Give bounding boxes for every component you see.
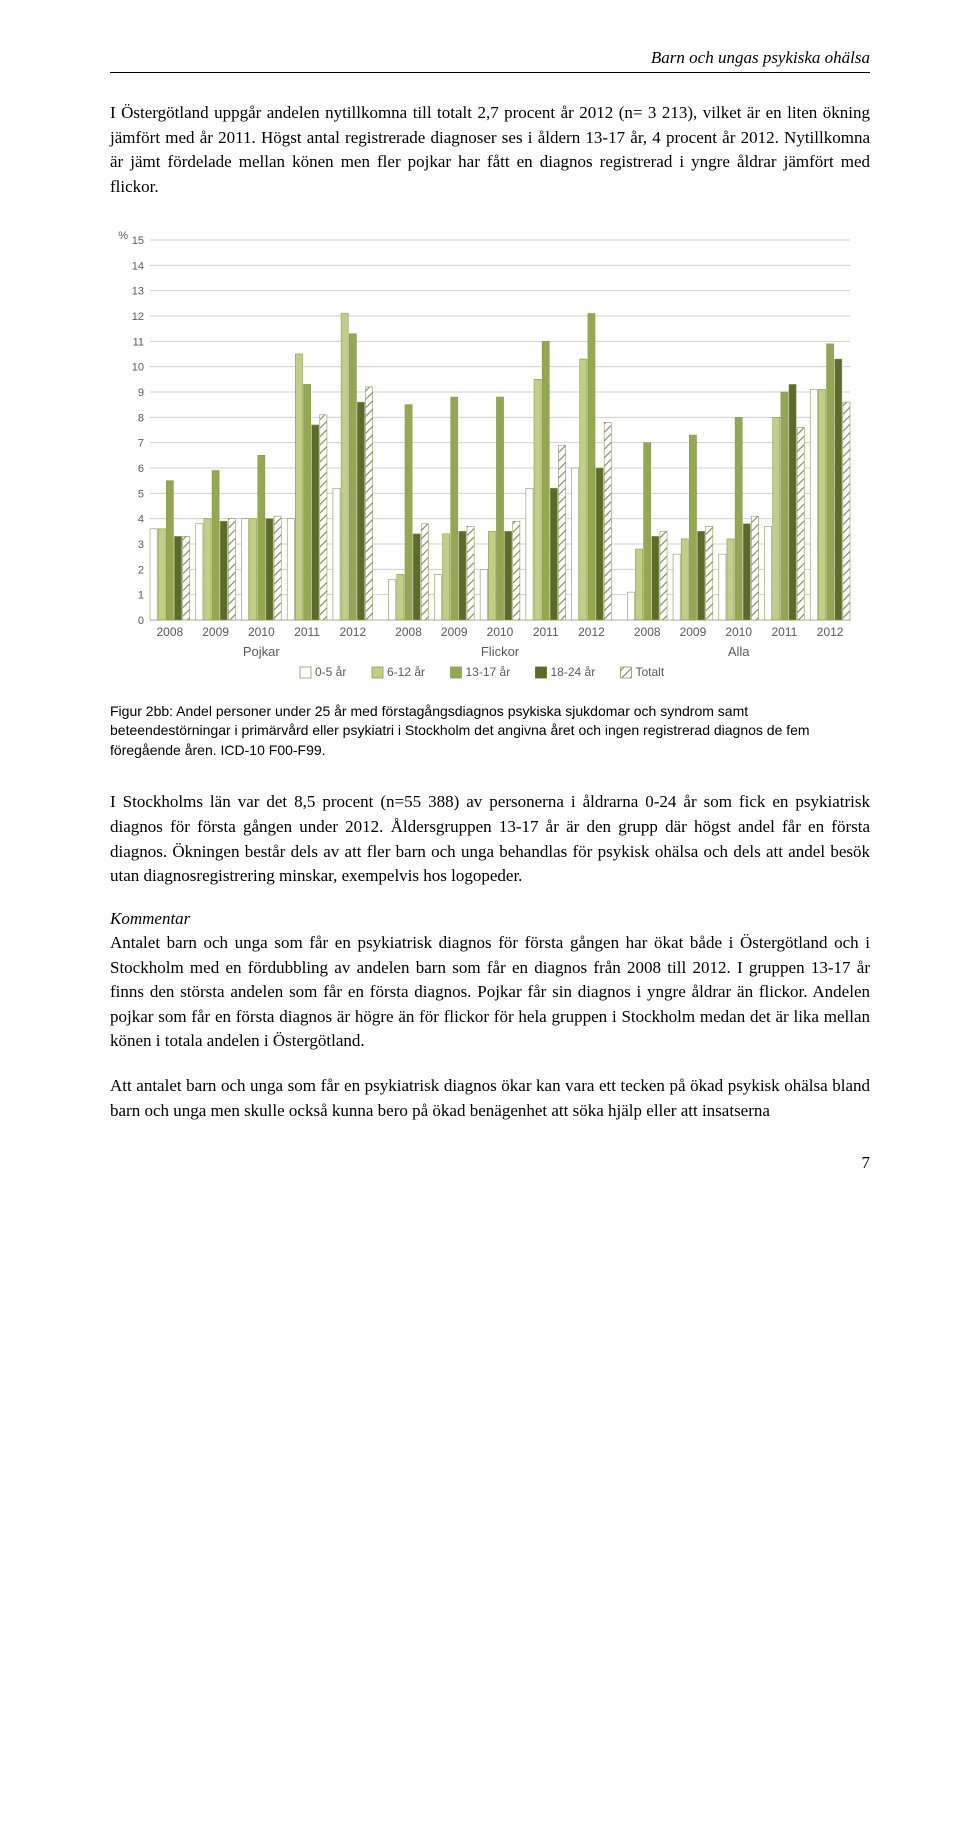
paragraph-4: Att antalet barn och unga som får en psy… [110,1074,870,1123]
svg-text:8: 8 [138,412,144,424]
svg-text:2011: 2011 [771,625,797,639]
svg-text:2009: 2009 [441,625,468,639]
svg-text:2010: 2010 [487,625,514,639]
figure-caption: Figur 2bb: Andel personer under 25 år me… [110,702,870,761]
svg-text:2011: 2011 [533,625,559,639]
paragraph-3: Antalet barn och unga som får en psykiat… [110,931,870,1054]
svg-text:11: 11 [133,336,144,348]
svg-text:5: 5 [138,488,144,500]
page-header: Barn och ungas psykiska ohälsa [110,48,870,68]
svg-text:2010: 2010 [248,625,275,639]
svg-text:6: 6 [138,463,144,475]
svg-text:2010: 2010 [725,625,752,639]
svg-text:3: 3 [138,539,144,551]
svg-text:2011: 2011 [294,625,320,639]
svg-text:14: 14 [132,260,144,272]
header-rule [110,72,870,73]
svg-text:7: 7 [138,437,144,449]
svg-text:9: 9 [138,387,144,399]
svg-text:2012: 2012 [817,625,844,639]
svg-text:2008: 2008 [157,625,184,639]
svg-text:Pojkar: Pojkar [243,644,281,659]
kommentar-heading: Kommentar [110,909,870,929]
svg-text:13-17 år: 13-17 år [466,665,511,679]
svg-text:2012: 2012 [578,625,605,639]
svg-text:0: 0 [138,615,144,627]
svg-text:10: 10 [132,361,144,373]
svg-text:0-5 år: 0-5 år [315,665,346,679]
svg-text:6-12 år: 6-12 år [387,665,425,679]
paragraph-1: I Östergötland uppgår andelen nytillkomn… [110,101,870,200]
svg-text:2009: 2009 [202,625,229,639]
paragraph-2: I Stockholms län var det 8,5 procent (n=… [110,790,870,889]
page-number: 7 [110,1153,870,1173]
svg-text:%: % [118,230,128,242]
svg-text:Alla: Alla [728,644,750,659]
svg-text:2012: 2012 [339,625,366,639]
svg-text:12: 12 [132,311,144,323]
svg-text:Flickor: Flickor [481,644,520,659]
svg-text:4: 4 [138,513,144,525]
svg-text:Totalt: Totalt [636,665,665,679]
svg-text:2008: 2008 [395,625,422,639]
svg-text:13: 13 [132,285,144,297]
svg-text:18-24 år: 18-24 år [551,665,596,679]
svg-text:2: 2 [138,564,144,576]
svg-text:15: 15 [132,235,144,247]
svg-text:2008: 2008 [634,625,661,639]
chart-figure-2bb: 0123456789101112131415%20082009201020112… [110,230,870,690]
svg-text:2009: 2009 [680,625,707,639]
svg-text:1: 1 [138,589,144,601]
